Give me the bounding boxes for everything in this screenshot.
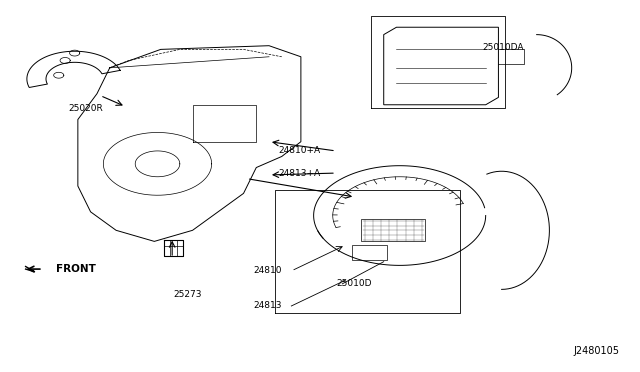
Text: FRONT: FRONT — [56, 264, 95, 274]
Text: 25020R: 25020R — [68, 104, 103, 113]
Text: J2480105: J2480105 — [573, 346, 620, 356]
Text: 24813: 24813 — [253, 301, 282, 311]
Text: 24810: 24810 — [253, 266, 282, 275]
Text: 24813+A: 24813+A — [278, 169, 321, 177]
Text: 24810+A: 24810+A — [278, 147, 321, 155]
Text: 25273: 25273 — [173, 291, 202, 299]
Text: 25010DA: 25010DA — [483, 43, 524, 52]
Text: 25010D: 25010D — [336, 279, 371, 288]
